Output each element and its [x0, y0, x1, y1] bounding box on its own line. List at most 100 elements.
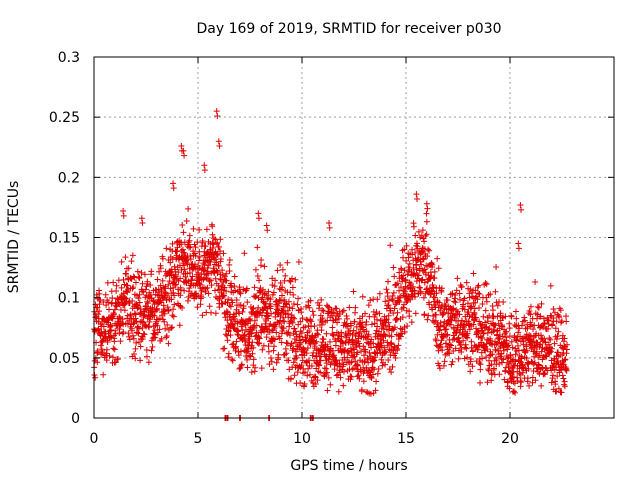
data-point: [373, 378, 380, 385]
data-point: [403, 242, 410, 249]
data-point: [370, 340, 377, 347]
data-point: [290, 291, 297, 298]
data-point: [547, 336, 554, 343]
data-point: [363, 328, 370, 335]
data-point: [387, 307, 394, 314]
data-point: [127, 312, 134, 319]
data-point: [217, 248, 224, 255]
data-point: [410, 265, 417, 272]
data-point: [250, 356, 257, 363]
data-point: [217, 236, 224, 243]
data-point: [425, 246, 432, 253]
data-point: [96, 308, 103, 315]
data-point: [432, 317, 439, 324]
data-point: [526, 382, 533, 389]
data-point: [303, 350, 310, 357]
data-point: [126, 336, 133, 343]
data-point: [448, 342, 455, 349]
data-point: [506, 385, 513, 392]
data-point: [391, 273, 398, 280]
data-point: [194, 304, 201, 311]
data-point: [408, 319, 415, 326]
data-point: [406, 313, 413, 320]
data-point: [146, 318, 153, 325]
data-point: [363, 318, 370, 325]
data-point: [220, 292, 227, 299]
data-point: [124, 282, 131, 289]
data-point: [318, 327, 325, 334]
data-point: [209, 231, 216, 238]
data-point: [413, 191, 420, 198]
data-point: [509, 344, 516, 351]
data-point: [144, 280, 151, 287]
data-point: [378, 317, 385, 324]
data-point: [530, 334, 537, 341]
data-point: [350, 354, 357, 361]
data-point: [521, 314, 528, 321]
data-point: [387, 351, 394, 358]
data-point: [277, 280, 284, 287]
data-point: [268, 358, 275, 365]
data-point: [366, 349, 373, 356]
data-point: [424, 205, 431, 212]
data-point: [309, 352, 316, 359]
data-point: [334, 319, 341, 326]
data-point: [482, 280, 489, 287]
data-point: [98, 329, 105, 336]
data-point: [500, 298, 507, 305]
data-point: [508, 313, 515, 320]
data-point: [530, 360, 537, 367]
data-point: [265, 343, 272, 350]
data-point: [149, 343, 156, 350]
data-point: [315, 331, 322, 338]
data-point: [200, 266, 207, 273]
data-point: [323, 365, 330, 372]
data-point: [159, 255, 166, 262]
data-point: [118, 284, 125, 291]
data-point: [397, 333, 404, 340]
data-point: [316, 302, 323, 309]
data-point: [533, 315, 540, 322]
data-point: [501, 376, 508, 383]
x-tick-label: 0: [90, 431, 99, 447]
data-point: [270, 366, 277, 373]
data-point: [495, 335, 502, 342]
data-point: [561, 343, 568, 350]
data-point: [321, 365, 328, 372]
data-point: [412, 310, 419, 317]
data-point: [106, 306, 113, 313]
data-point: [170, 313, 177, 320]
data-point: [185, 278, 192, 285]
data-point: [177, 287, 184, 294]
data-point: [402, 288, 409, 295]
data-point: [505, 342, 512, 349]
data-point: [515, 342, 522, 349]
data-point: [298, 329, 305, 336]
data-point: [150, 297, 157, 304]
data-point: [213, 259, 220, 266]
data-point: [114, 295, 121, 302]
data-point: [258, 312, 265, 319]
data-point: [493, 357, 500, 364]
data-point: [551, 340, 558, 347]
data-point: [468, 344, 475, 351]
data-point: [386, 323, 393, 330]
y-axis-label: SRMTID / TECUs: [6, 181, 22, 294]
data-point: [541, 319, 548, 326]
data-point: [393, 315, 400, 322]
data-point: [97, 342, 104, 349]
data-point: [246, 333, 253, 340]
data-point: [330, 309, 337, 316]
data-point: [222, 273, 229, 280]
data-point: [368, 321, 375, 328]
data-point: [562, 366, 569, 373]
data-point: [288, 312, 295, 319]
data-point: [279, 307, 286, 314]
data-point: [430, 284, 437, 291]
data-point: [227, 303, 234, 310]
data-point: [371, 320, 378, 327]
data-point: [462, 341, 469, 348]
data-point: [100, 323, 107, 330]
data-point: [305, 365, 312, 372]
data-point: [451, 298, 458, 305]
